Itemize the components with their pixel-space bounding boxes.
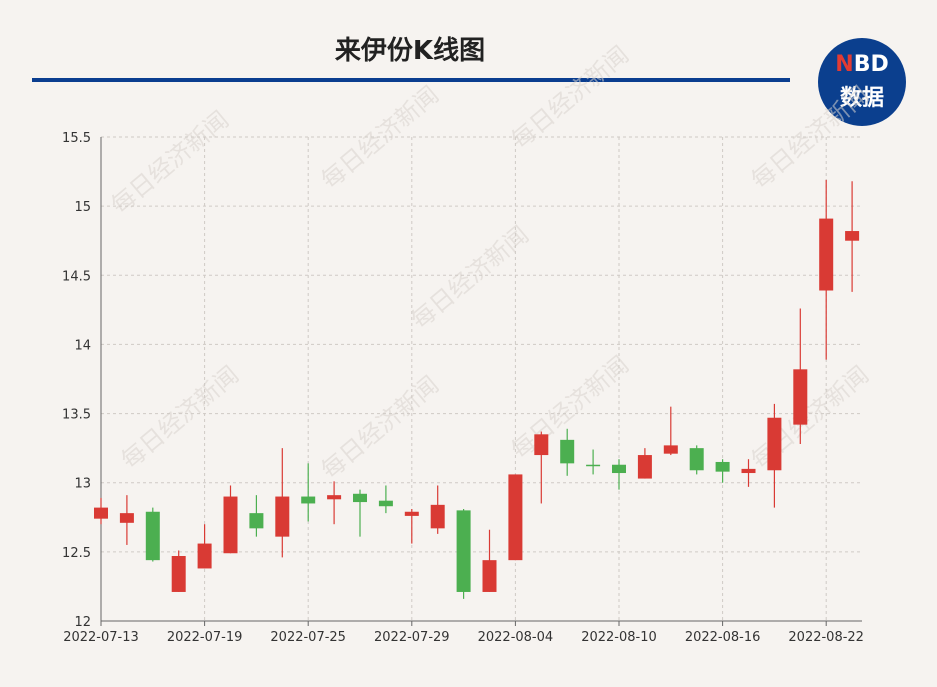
candle-body	[482, 560, 497, 592]
candle-body	[689, 448, 704, 471]
candle-body	[560, 439, 575, 464]
candle-body	[94, 507, 108, 519]
logo-text-top: NBD	[835, 52, 889, 77]
x-tick-label: 2022-07-25	[270, 630, 346, 645]
candle-body	[845, 231, 860, 241]
candle-body	[275, 496, 290, 537]
y-tick-label: 12.5	[62, 546, 91, 561]
nbd-logo: NBD 数据	[818, 38, 906, 126]
candle-body	[612, 464, 626, 474]
y-tick-label: 13.5	[62, 408, 91, 423]
watermark-text: 每日经济新闻	[746, 81, 874, 195]
x-tick-label: 2022-07-19	[167, 630, 243, 645]
x-tick-label: 2022-08-16	[685, 630, 761, 645]
watermark-text: 每日经济新闻	[106, 106, 234, 220]
candle-body	[534, 434, 549, 456]
y-tick-label: 12	[74, 615, 91, 630]
y-tick-label: 14.5	[62, 269, 91, 284]
watermark-text: 每日经济新闻	[116, 361, 244, 475]
x-tick-label: 2022-07-29	[374, 630, 450, 645]
x-tick-label: 2022-08-22	[788, 630, 864, 645]
watermark-text: 每日经济新闻	[746, 361, 874, 475]
candle-body	[819, 218, 834, 291]
title-underline	[32, 78, 790, 82]
candles-layer	[94, 179, 860, 599]
candle-body	[767, 417, 782, 471]
candle-body	[171, 556, 186, 592]
candle-body	[793, 369, 808, 425]
y-tick-label: 15.5	[62, 131, 91, 146]
candle-body	[637, 455, 652, 479]
y-tick-label: 15	[74, 200, 91, 215]
candle-body	[715, 461, 730, 472]
candle-body	[119, 513, 134, 523]
candle-body	[353, 493, 367, 503]
candle-body	[430, 504, 445, 529]
candle-body	[223, 496, 238, 554]
candle-body	[741, 468, 756, 474]
candle-body	[378, 500, 393, 507]
candle-body	[197, 543, 212, 569]
candle-body	[456, 510, 471, 592]
candle-body	[586, 464, 601, 467]
candle-body	[301, 496, 316, 504]
candle-body	[404, 511, 419, 516]
y-tick-label: 14	[74, 338, 91, 353]
watermark-text: 每日经济新闻	[316, 81, 444, 195]
x-tick-label: 2022-08-10	[581, 630, 657, 645]
candle-body	[249, 513, 264, 529]
candle-body	[663, 445, 678, 454]
x-tick-label: 2022-07-13	[63, 630, 139, 645]
watermark-text: 每日经济新闻	[316, 371, 444, 485]
y-tick-label: 13	[74, 477, 91, 492]
x-tick-label: 2022-08-04	[478, 630, 554, 645]
logo-text-bottom: 数据	[839, 86, 884, 111]
candle-body	[145, 511, 160, 561]
candle-body	[327, 495, 342, 500]
chart-title: 来伊份K线图	[334, 36, 486, 66]
candle-body	[508, 474, 523, 561]
axes-layer: 12 12.5 13 13.5 14 14.5 15 15.5 2022-07-13 2022-0…	[62, 131, 864, 645]
